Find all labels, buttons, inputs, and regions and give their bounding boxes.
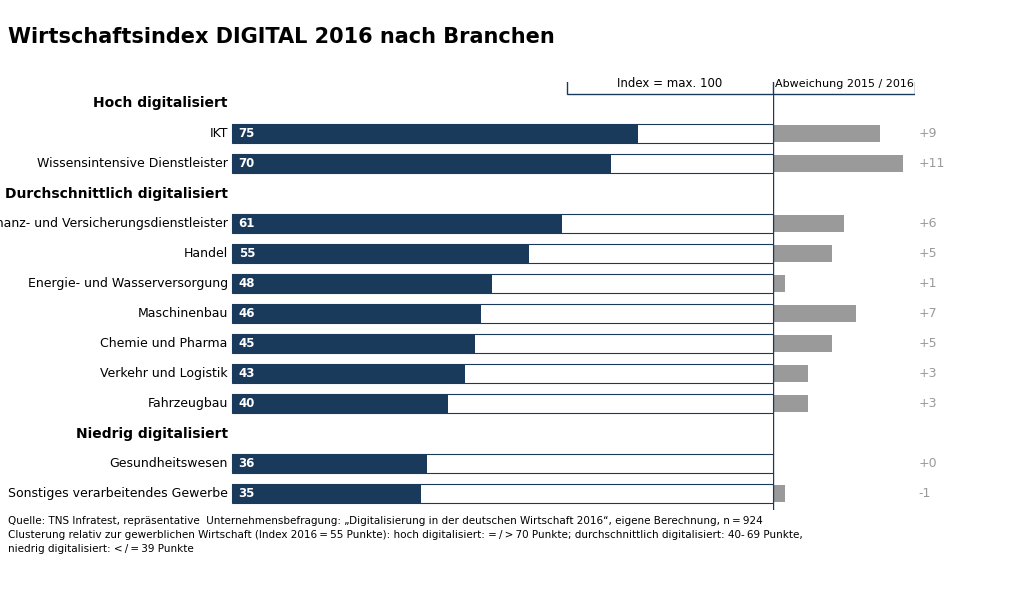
Bar <box>232 334 476 353</box>
Bar <box>772 245 833 262</box>
Bar <box>772 125 879 142</box>
Bar <box>232 485 772 503</box>
Bar <box>232 244 530 263</box>
FancyBboxPatch shape <box>772 73 915 95</box>
Text: Gesundheitswesen: Gesundheitswesen <box>109 457 228 470</box>
Text: 35: 35 <box>238 487 255 500</box>
Bar <box>232 455 427 473</box>
Text: +6: +6 <box>918 217 936 230</box>
Bar <box>772 275 785 292</box>
Text: +5: +5 <box>918 247 936 260</box>
Bar <box>232 274 772 293</box>
Bar <box>232 214 561 233</box>
Text: +7: +7 <box>918 307 936 320</box>
Text: Finanz- und Versicherungsdienstleister: Finanz- und Versicherungsdienstleister <box>0 217 228 230</box>
Bar <box>772 306 856 322</box>
Text: Verkehr und Logistik: Verkehr und Logistik <box>100 367 228 380</box>
Bar <box>232 154 610 173</box>
Text: Fahrzeugbau: Fahrzeugbau <box>148 397 228 410</box>
Text: Handel: Handel <box>183 247 228 260</box>
Bar <box>772 395 808 412</box>
Bar <box>232 304 772 323</box>
Text: Niedrig digitalisiert: Niedrig digitalisiert <box>75 426 228 441</box>
Text: Hoch digitalisiert: Hoch digitalisiert <box>94 97 228 111</box>
Text: +9: +9 <box>918 127 936 140</box>
Text: Abweichung 2015 / 2016: Abweichung 2015 / 2016 <box>774 79 913 89</box>
Bar <box>232 124 638 143</box>
Text: Maschinenbau: Maschinenbau <box>138 307 228 320</box>
Bar <box>232 304 481 323</box>
Text: 40: 40 <box>238 397 255 410</box>
Bar <box>232 334 772 353</box>
Text: -1: -1 <box>918 487 930 500</box>
Text: Chemie und Pharma: Chemie und Pharma <box>101 337 228 350</box>
Text: +3: +3 <box>918 397 936 410</box>
Text: Energie- und Wasserversorgung: Energie- und Wasserversorgung <box>28 277 228 290</box>
Text: 75: 75 <box>238 127 255 140</box>
Bar <box>232 364 772 383</box>
Text: +11: +11 <box>918 157 945 170</box>
Bar <box>232 394 448 413</box>
Bar <box>232 364 465 383</box>
Text: +0: +0 <box>918 457 936 470</box>
Bar <box>232 154 772 173</box>
Bar <box>232 274 491 293</box>
Bar <box>232 394 772 413</box>
Text: Sonstiges verarbeitendes Gewerbe: Sonstiges verarbeitendes Gewerbe <box>8 487 228 500</box>
Bar <box>772 485 785 502</box>
Bar <box>232 455 772 473</box>
Text: Durchschnittlich digitalisiert: Durchschnittlich digitalisiert <box>5 186 228 200</box>
Text: +1: +1 <box>918 277 936 290</box>
Text: 45: 45 <box>238 337 255 350</box>
Text: Index = max. 100: Index = max. 100 <box>618 78 722 90</box>
Bar <box>772 365 808 382</box>
Bar <box>232 485 421 503</box>
Text: Wissensintensive Dienstleister: Wissensintensive Dienstleister <box>37 157 228 170</box>
Text: 43: 43 <box>238 367 255 380</box>
Bar <box>772 335 833 352</box>
Text: 55: 55 <box>238 247 255 260</box>
Text: +5: +5 <box>918 337 936 350</box>
Text: Wirtschaftsindex DIGITAL 2016 nach Branchen: Wirtschaftsindex DIGITAL 2016 nach Branc… <box>8 27 555 48</box>
Text: 36: 36 <box>238 457 255 470</box>
Text: 48: 48 <box>238 277 255 290</box>
Text: 46: 46 <box>238 307 255 320</box>
Bar <box>232 124 772 143</box>
Text: 70: 70 <box>238 157 255 170</box>
Bar <box>772 155 903 172</box>
Bar <box>232 214 772 233</box>
Text: +3: +3 <box>918 367 936 380</box>
Text: 61: 61 <box>238 217 255 230</box>
FancyBboxPatch shape <box>568 73 772 95</box>
Bar <box>232 244 772 263</box>
Text: Quelle: TNS Infratest, repräsentative  Unternehmensbefragung: „Digitalisierung i: Quelle: TNS Infratest, repräsentative Un… <box>8 516 803 554</box>
Bar <box>772 215 844 232</box>
Text: IKT: IKT <box>209 127 228 140</box>
